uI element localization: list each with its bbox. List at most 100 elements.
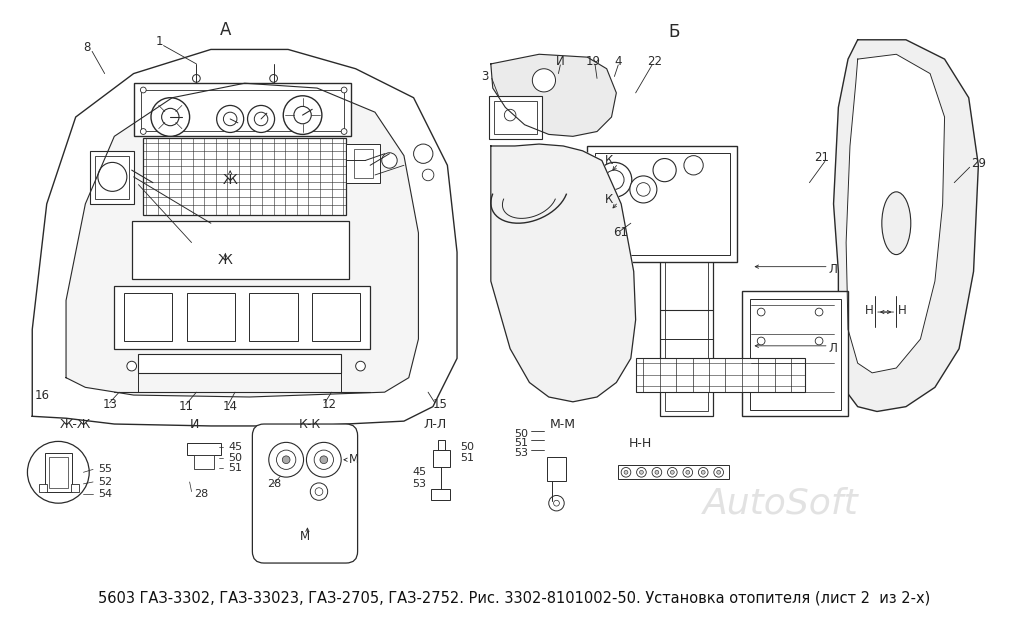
Text: 5603 ГАЗ-3302, ГАЗ-33023, ГАЗ-2705, ГАЗ-2752. Рис. 3302-8101002-50. Установка от: 5603 ГАЗ-3302, ГАЗ-33023, ГАЗ-2705, ГАЗ-… <box>98 590 930 605</box>
Text: AutoSoft: AutoSoft <box>702 486 858 520</box>
Text: М-М: М-М <box>550 418 577 431</box>
Circle shape <box>356 361 365 371</box>
Bar <box>618 464 729 479</box>
Text: 45: 45 <box>412 467 427 477</box>
Polygon shape <box>66 83 418 397</box>
Circle shape <box>554 500 559 506</box>
Circle shape <box>624 470 628 475</box>
Text: 51: 51 <box>514 438 528 448</box>
Ellipse shape <box>882 192 911 255</box>
Circle shape <box>28 441 89 503</box>
Circle shape <box>316 488 323 495</box>
Text: 28: 28 <box>267 479 281 489</box>
Circle shape <box>653 158 676 182</box>
Circle shape <box>636 183 650 196</box>
Circle shape <box>413 144 433 163</box>
Circle shape <box>268 443 303 477</box>
Text: 51: 51 <box>460 453 474 463</box>
Circle shape <box>758 308 765 316</box>
Text: Н-Н: Н-Н <box>629 437 652 450</box>
Circle shape <box>315 450 333 470</box>
Polygon shape <box>834 40 979 411</box>
Text: 3: 3 <box>481 70 489 83</box>
Text: 50: 50 <box>228 453 243 463</box>
Circle shape <box>151 98 189 136</box>
Bar <box>141 90 344 131</box>
Circle shape <box>621 468 631 477</box>
Bar <box>95 156 128 199</box>
Bar <box>45 453 72 491</box>
Circle shape <box>667 468 677 477</box>
Bar <box>354 149 373 178</box>
Text: И: И <box>190 418 199 431</box>
Text: 61: 61 <box>614 227 628 239</box>
Circle shape <box>283 456 290 464</box>
Circle shape <box>341 87 347 93</box>
Text: Л: Л <box>829 342 838 355</box>
Circle shape <box>686 470 690 475</box>
Circle shape <box>141 128 146 135</box>
Text: 4: 4 <box>615 54 622 68</box>
Text: Н: Н <box>898 304 907 317</box>
Bar <box>187 293 235 341</box>
Bar <box>749 299 841 409</box>
Text: 22: 22 <box>648 54 662 68</box>
Circle shape <box>717 470 721 475</box>
Circle shape <box>277 450 296 470</box>
Bar <box>134 83 351 136</box>
Bar <box>250 293 298 341</box>
Circle shape <box>652 468 662 477</box>
Text: 1: 1 <box>156 35 163 48</box>
Bar <box>143 138 346 215</box>
Text: 45: 45 <box>228 442 243 452</box>
Text: К: К <box>604 193 613 205</box>
Circle shape <box>604 170 624 190</box>
Text: 52: 52 <box>98 477 112 487</box>
Circle shape <box>126 361 137 371</box>
Polygon shape <box>846 54 945 373</box>
Bar <box>595 153 730 255</box>
Text: 13: 13 <box>103 398 117 411</box>
Bar <box>124 293 173 341</box>
Text: Б: Б <box>668 23 680 41</box>
Text: 50: 50 <box>460 442 474 452</box>
Text: 16: 16 <box>34 389 49 401</box>
Bar <box>493 101 538 135</box>
Bar <box>132 221 348 279</box>
Circle shape <box>141 87 146 93</box>
Circle shape <box>505 110 516 121</box>
Text: 21: 21 <box>814 151 830 164</box>
Circle shape <box>248 105 274 133</box>
Circle shape <box>639 470 644 475</box>
Text: 8: 8 <box>83 41 90 54</box>
Bar <box>438 441 445 450</box>
Text: 29: 29 <box>971 157 987 170</box>
Ellipse shape <box>511 183 566 264</box>
Text: 55: 55 <box>98 464 112 475</box>
FancyBboxPatch shape <box>252 424 358 563</box>
Circle shape <box>284 96 322 135</box>
Circle shape <box>217 105 244 133</box>
Text: 50: 50 <box>514 429 528 439</box>
Polygon shape <box>490 54 617 136</box>
Circle shape <box>306 443 341 477</box>
Text: И: И <box>556 54 564 68</box>
Bar <box>313 293 361 341</box>
Circle shape <box>269 74 278 82</box>
Text: 54: 54 <box>98 490 112 500</box>
Polygon shape <box>490 144 635 402</box>
Text: 12: 12 <box>322 398 337 411</box>
Text: 19: 19 <box>586 54 600 68</box>
Circle shape <box>161 108 179 126</box>
Circle shape <box>549 495 564 511</box>
Text: 51: 51 <box>228 463 243 473</box>
Text: 14: 14 <box>222 400 237 413</box>
Circle shape <box>636 468 647 477</box>
Text: Л-Л: Л-Л <box>424 418 446 431</box>
Circle shape <box>341 128 347 135</box>
Ellipse shape <box>521 197 557 249</box>
Circle shape <box>310 483 328 500</box>
Bar <box>489 96 542 139</box>
Text: А: А <box>220 21 231 39</box>
Circle shape <box>670 470 674 475</box>
